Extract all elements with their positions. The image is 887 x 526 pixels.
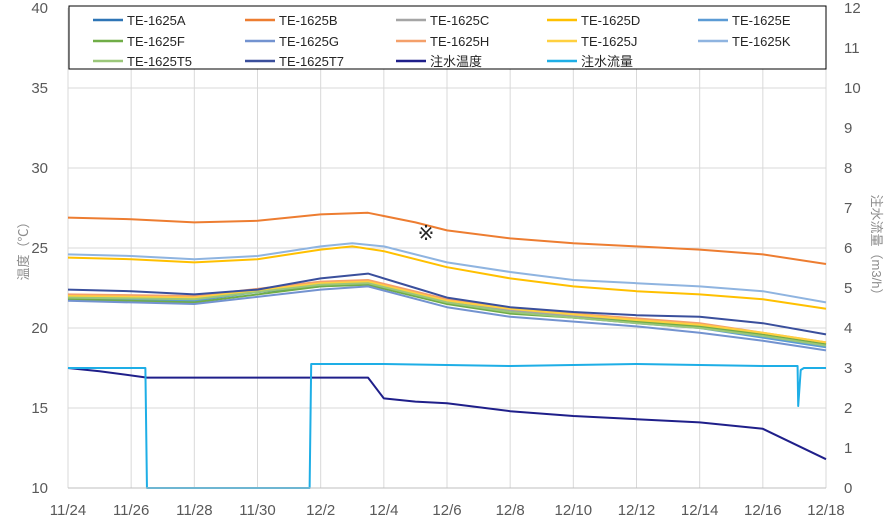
series-line-注水温度	[67, 367, 827, 461]
series-line-TE-1625G	[67, 285, 827, 352]
x-tick-label: 12/8	[496, 502, 525, 519]
y-left-tick-label: 40	[31, 0, 48, 17]
legend: TE-1625A TE-1625B TE-1625C TE-1625D TE-1625E…	[68, 5, 827, 70]
y-right-tick-label: 4	[844, 320, 852, 337]
y-right-tick-label: 6	[844, 240, 852, 257]
plot-area	[67, 211, 827, 489]
legend-label: TE-1625F	[127, 34, 185, 49]
legend-label: 注水流量	[581, 54, 633, 69]
legend-label: TE-1625H	[430, 34, 489, 49]
y-right-tick-label: 0	[844, 480, 852, 497]
y-right-tick-label: 3	[844, 360, 852, 377]
x-tick-label: 12/16	[744, 502, 782, 519]
y-right-tick-label: 12	[844, 0, 861, 17]
legend-label: TE-1625T7	[279, 54, 344, 69]
y-left-axis-title: 温度（℃）	[16, 215, 31, 280]
series-line-TE-1625F	[67, 283, 827, 345]
y-right-tick-label: 10	[844, 80, 861, 97]
y-right-tick-label: 9	[844, 120, 852, 137]
annotation-mark: ※	[418, 221, 435, 245]
x-tick-label: 11/26	[113, 502, 149, 519]
legend-label: TE-1625K	[732, 34, 791, 49]
x-tick-label: 11/30	[239, 502, 275, 519]
series-line-TE-1625D	[67, 245, 827, 310]
y-right-tick-label: 1	[844, 440, 852, 457]
legend-label: TE-1625G	[279, 34, 339, 49]
y-left-tick-label: 35	[31, 80, 48, 97]
y-right-axis-title: 注水流量（m3/h）	[869, 195, 884, 302]
x-tick-label: 12/12	[618, 502, 656, 519]
grid-lines	[67, 7, 827, 489]
x-tick-label: 12/2	[306, 502, 335, 519]
series-line-TE-1625T7	[67, 272, 827, 336]
y-left-tick-label: 15	[31, 400, 48, 417]
y-right-tick-label: 11	[844, 40, 860, 57]
x-tick-label: 12/6	[432, 502, 461, 519]
y-right-tick-label: 8	[844, 160, 852, 177]
y-left-tick-label: 20	[31, 320, 48, 337]
x-tick-label: 12/4	[369, 502, 398, 519]
legend-label: TE-1625D	[581, 13, 640, 28]
series-line-TE-1625T5	[67, 282, 827, 347]
x-tick-label: 11/24	[50, 502, 86, 519]
legend-label: TE-1625J	[581, 34, 637, 49]
legend-label: TE-1625T5	[127, 54, 192, 69]
series-line-TE-1625K	[67, 242, 827, 304]
y-right-tick-label: 2	[844, 400, 852, 417]
y-right-tick-label: 7	[844, 200, 852, 217]
x-tick-label: 11/28	[176, 502, 212, 519]
x-tick-label: 12/18	[807, 502, 845, 519]
legend-label: TE-1625B	[279, 13, 338, 28]
y-left-tick-label: 30	[31, 160, 48, 177]
legend-box	[68, 5, 827, 70]
y-left-tick-label: 10	[31, 480, 48, 497]
y-right-tick-label: 5	[844, 280, 852, 297]
legend-label: TE-1625C	[430, 13, 489, 28]
x-tick-label: 12/14	[681, 502, 719, 519]
x-tick-label: 12/10	[555, 502, 593, 519]
legend-label: TE-1625A	[127, 13, 186, 28]
legend-label: 注水温度	[430, 54, 482, 69]
y-left-tick-label: 25	[31, 240, 48, 257]
series-line-TE-1625B	[67, 211, 827, 265]
legend-label: TE-1625E	[732, 13, 791, 28]
